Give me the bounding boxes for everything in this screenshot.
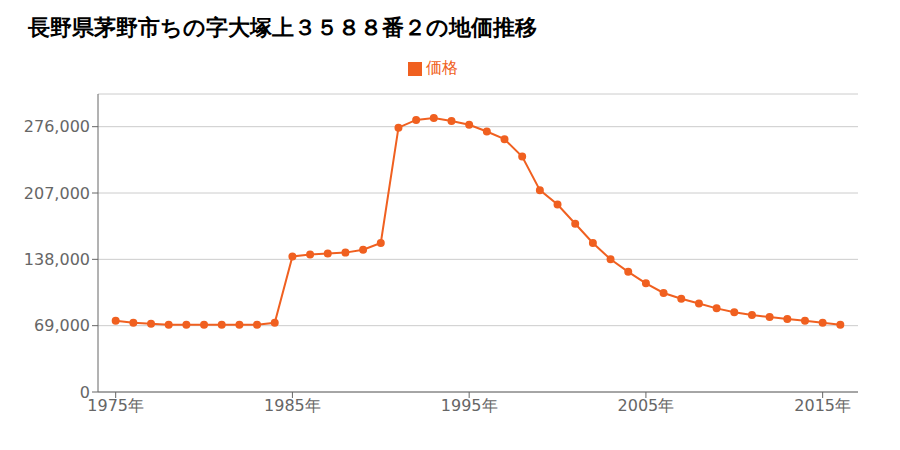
svg-text:2015年: 2015年 — [794, 396, 851, 415]
html-text:価格: 価格 — [426, 58, 458, 77]
svg-text:2005年: 2005年 — [618, 396, 675, 415]
svg-text:0: 0 — [80, 383, 90, 402]
html-text:長野県茅野市ちの字大塚上３５８８番２の地価推移: 長野県茅野市ちの字大塚上３５８８番２の地価推移 — [28, 15, 537, 40]
svg-text:1975年: 1975年 — [87, 396, 144, 415]
svg-text:69,000: 69,000 — [34, 316, 90, 335]
svg-text:276,000: 276,000 — [24, 117, 90, 136]
svg-text:207,000: 207,000 — [24, 184, 90, 203]
svg-text:1985年: 1985年 — [264, 396, 321, 415]
svg-text:138,000: 138,000 — [24, 250, 90, 269]
svg-text:1995年: 1995年 — [441, 396, 498, 415]
